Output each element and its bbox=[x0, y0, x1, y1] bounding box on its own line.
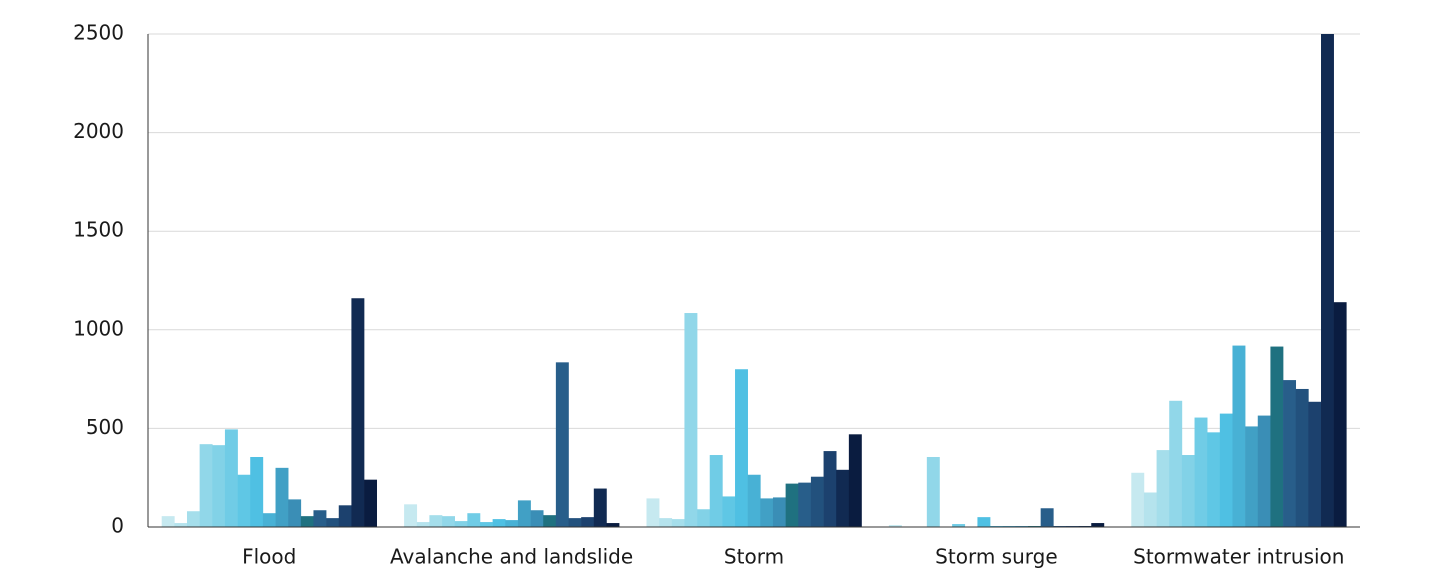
x-tick-label: Avalanche and landslide bbox=[390, 545, 633, 569]
bar bbox=[326, 518, 340, 527]
y-tick-label: 1500 bbox=[73, 218, 124, 242]
bar bbox=[224, 429, 238, 527]
x-tick-label: Flood bbox=[242, 545, 296, 569]
bar bbox=[581, 517, 595, 527]
bar bbox=[467, 513, 481, 527]
bar bbox=[1333, 302, 1347, 527]
bar bbox=[174, 523, 188, 527]
bar bbox=[1091, 523, 1105, 527]
bar bbox=[186, 511, 200, 527]
bar bbox=[848, 434, 862, 527]
bar bbox=[161, 516, 175, 527]
bar bbox=[646, 498, 660, 527]
bar bbox=[313, 510, 327, 527]
bar bbox=[671, 519, 685, 527]
bar bbox=[199, 444, 213, 527]
y-tick-label: 0 bbox=[111, 514, 124, 538]
y-tick-label: 500 bbox=[86, 415, 124, 439]
bar bbox=[492, 519, 506, 527]
bar bbox=[288, 499, 302, 527]
bar bbox=[1131, 472, 1145, 527]
bar bbox=[1308, 401, 1322, 527]
bar bbox=[1295, 388, 1309, 527]
bar bbox=[505, 520, 519, 527]
x-tick-label: Storm bbox=[724, 545, 784, 569]
bar bbox=[404, 504, 418, 527]
bar bbox=[772, 497, 786, 527]
bar bbox=[785, 483, 799, 527]
bar bbox=[593, 488, 607, 527]
bar bbox=[530, 510, 544, 527]
bar bbox=[836, 469, 850, 527]
bar bbox=[338, 505, 352, 527]
bar bbox=[1143, 492, 1157, 527]
x-tick-label: Storm surge bbox=[935, 545, 1057, 569]
bar bbox=[760, 498, 774, 527]
bar bbox=[1194, 417, 1208, 527]
bar bbox=[1169, 400, 1183, 527]
bar bbox=[416, 522, 430, 527]
bar bbox=[454, 521, 468, 527]
bar bbox=[364, 479, 378, 527]
bar bbox=[1219, 413, 1233, 527]
x-tick-label: Stormwater intrusion bbox=[1133, 545, 1344, 569]
y-tick-label: 2000 bbox=[73, 119, 124, 143]
bar bbox=[606, 523, 620, 527]
bar bbox=[684, 313, 698, 527]
bar bbox=[543, 515, 557, 527]
bar bbox=[1040, 508, 1054, 527]
bar bbox=[1245, 426, 1259, 527]
bar bbox=[977, 517, 991, 527]
bar bbox=[1232, 345, 1246, 527]
bar bbox=[888, 525, 902, 527]
bar bbox=[1181, 455, 1195, 527]
bar bbox=[926, 456, 940, 527]
bar bbox=[212, 445, 226, 527]
bar bbox=[697, 509, 711, 527]
bar bbox=[1270, 346, 1284, 527]
bar bbox=[555, 362, 569, 527]
bar bbox=[747, 474, 761, 527]
bar bbox=[351, 298, 365, 527]
bar bbox=[952, 524, 966, 527]
bar bbox=[1207, 432, 1221, 527]
bar bbox=[1321, 34, 1334, 527]
bar bbox=[237, 474, 251, 527]
bar bbox=[1156, 450, 1170, 527]
y-tick-label: 2500 bbox=[73, 21, 124, 45]
bar bbox=[479, 522, 493, 527]
bar bbox=[275, 467, 289, 527]
y-tick-label: 1000 bbox=[73, 316, 124, 340]
bar bbox=[709, 455, 723, 527]
bar bbox=[262, 513, 276, 527]
bar bbox=[722, 496, 736, 527]
bar bbox=[735, 369, 748, 527]
bar bbox=[300, 516, 314, 527]
bar bbox=[442, 516, 455, 527]
bar bbox=[429, 515, 443, 527]
bar bbox=[250, 456, 264, 527]
bar bbox=[1283, 380, 1297, 527]
bar bbox=[823, 451, 837, 527]
bar bbox=[798, 482, 812, 527]
bar bbox=[810, 476, 824, 527]
bar bbox=[517, 500, 531, 527]
bar bbox=[568, 518, 582, 527]
bar bbox=[659, 518, 673, 527]
bar bbox=[1257, 415, 1271, 527]
